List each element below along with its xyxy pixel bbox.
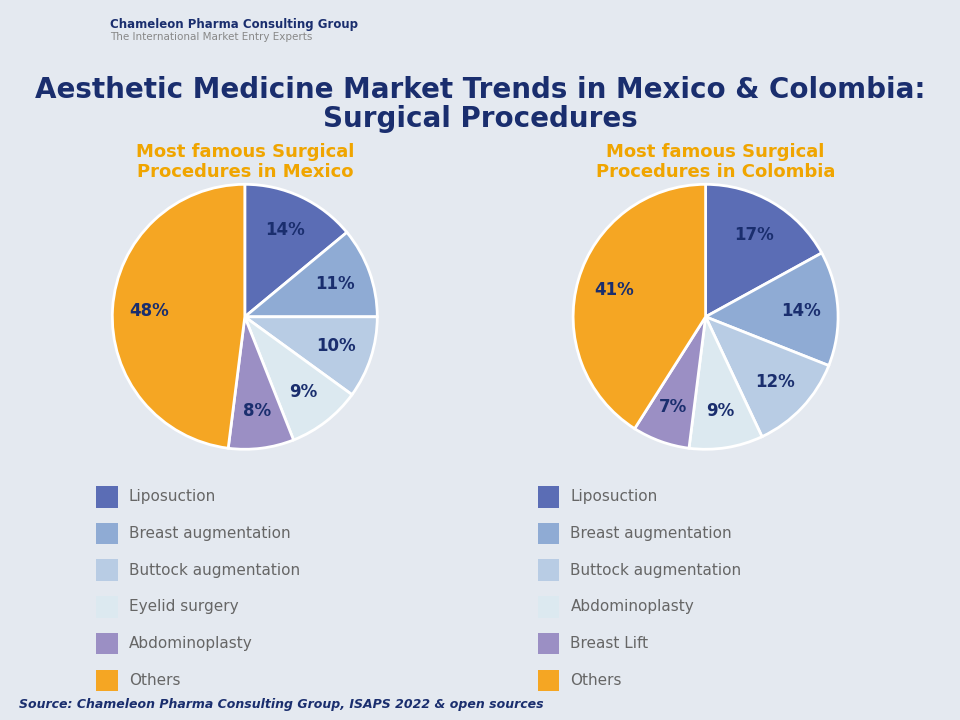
Text: 14%: 14% bbox=[266, 222, 305, 240]
Text: Buttock augmentation: Buttock augmentation bbox=[129, 563, 300, 577]
Text: Source: Chameleon Pharma Consulting Group, ISAPS 2022 & open sources: Source: Chameleon Pharma Consulting Grou… bbox=[19, 698, 543, 711]
Text: Others: Others bbox=[129, 673, 180, 688]
Bar bbox=[96, 596, 118, 618]
Text: 8%: 8% bbox=[243, 402, 271, 420]
Bar bbox=[96, 633, 118, 654]
Text: Most famous Surgical
Procedures in Mexico: Most famous Surgical Procedures in Mexic… bbox=[135, 143, 354, 181]
Text: 10%: 10% bbox=[316, 337, 355, 355]
Wedge shape bbox=[689, 317, 762, 449]
Text: 7%: 7% bbox=[660, 397, 687, 415]
Bar bbox=[96, 670, 118, 691]
Text: Surgical Procedures: Surgical Procedures bbox=[323, 105, 637, 132]
Wedge shape bbox=[245, 317, 377, 395]
Text: Breast Lift: Breast Lift bbox=[570, 636, 649, 651]
Text: Abdominoplasty: Abdominoplasty bbox=[570, 600, 694, 614]
Text: 9%: 9% bbox=[289, 383, 318, 401]
Text: Aesthetic Medicine Market Trends in Mexico & Colombia:: Aesthetic Medicine Market Trends in Mexi… bbox=[35, 76, 925, 104]
Text: Buttock augmentation: Buttock augmentation bbox=[570, 563, 741, 577]
Text: Breast augmentation: Breast augmentation bbox=[129, 526, 291, 541]
Text: Most famous Surgical
Procedures in Colombia: Most famous Surgical Procedures in Colom… bbox=[595, 143, 835, 181]
Text: Others: Others bbox=[570, 673, 622, 688]
Wedge shape bbox=[706, 253, 838, 366]
Text: Abdominoplasty: Abdominoplasty bbox=[129, 636, 252, 651]
Wedge shape bbox=[706, 317, 828, 436]
Wedge shape bbox=[245, 233, 377, 317]
Wedge shape bbox=[635, 317, 706, 449]
Bar bbox=[538, 596, 560, 618]
Wedge shape bbox=[245, 184, 347, 317]
Text: 12%: 12% bbox=[756, 373, 795, 391]
Text: 41%: 41% bbox=[594, 282, 634, 300]
Text: Liposuction: Liposuction bbox=[129, 490, 216, 504]
Text: 48%: 48% bbox=[130, 302, 170, 320]
Text: 11%: 11% bbox=[315, 276, 354, 294]
Bar bbox=[538, 486, 560, 508]
Text: The International Market Entry Experts: The International Market Entry Experts bbox=[110, 32, 313, 42]
Bar bbox=[96, 486, 118, 508]
Text: Liposuction: Liposuction bbox=[570, 490, 658, 504]
Bar bbox=[538, 523, 560, 544]
Wedge shape bbox=[112, 184, 245, 449]
Text: 9%: 9% bbox=[707, 402, 734, 420]
Bar bbox=[538, 559, 560, 581]
Text: Chameleon Pharma Consulting Group: Chameleon Pharma Consulting Group bbox=[110, 18, 358, 31]
Text: 17%: 17% bbox=[734, 225, 774, 243]
Bar bbox=[538, 670, 560, 691]
Wedge shape bbox=[228, 317, 294, 449]
Wedge shape bbox=[245, 317, 352, 440]
Text: Eyelid surgery: Eyelid surgery bbox=[129, 600, 238, 614]
Wedge shape bbox=[573, 184, 706, 428]
Bar bbox=[96, 559, 118, 581]
Text: 14%: 14% bbox=[780, 302, 821, 320]
Wedge shape bbox=[706, 184, 822, 317]
Bar bbox=[96, 523, 118, 544]
Bar bbox=[538, 633, 560, 654]
Text: Breast augmentation: Breast augmentation bbox=[570, 526, 732, 541]
